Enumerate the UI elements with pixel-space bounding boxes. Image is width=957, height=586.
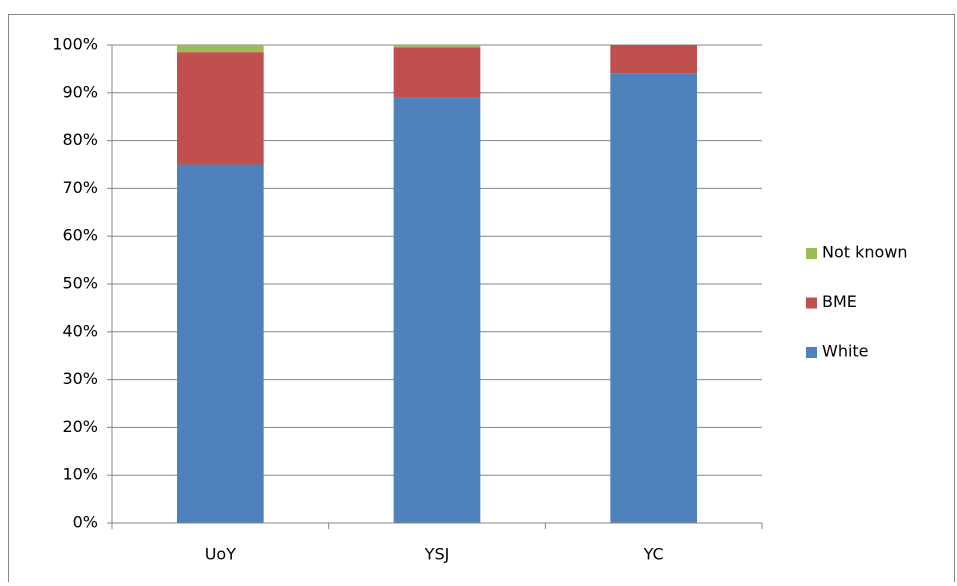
y-tick-label: 0% — [73, 513, 98, 532]
y-tick-label: 70% — [62, 178, 98, 197]
x-tick-label: YC — [643, 545, 664, 564]
bar-segment — [610, 45, 697, 74]
y-tick-label: 40% — [62, 321, 98, 340]
legend-swatch — [806, 347, 817, 358]
y-tick-label: 90% — [62, 82, 98, 101]
x-tick-label: UoY — [205, 545, 237, 564]
y-tick-label: 60% — [62, 226, 98, 245]
legend-label: Not known — [822, 243, 908, 262]
y-tick-label: 80% — [62, 130, 98, 149]
y-tick-label: 50% — [62, 274, 98, 293]
bar-segment — [177, 52, 264, 165]
x-tick-label: YSJ — [424, 545, 450, 564]
y-tick-label: 10% — [62, 465, 98, 484]
legend-swatch — [806, 248, 817, 259]
y-tick-label: 30% — [62, 369, 98, 388]
bar-segment — [177, 45, 264, 53]
chart-frame — [8, 14, 955, 586]
bar-segment — [177, 164, 264, 523]
legend-label: BME — [822, 292, 857, 311]
y-tick-label: 100% — [52, 35, 98, 54]
bar-segment — [393, 47, 481, 98]
bar-segment — [393, 45, 481, 48]
legend-swatch — [806, 297, 817, 309]
bar-segment — [610, 73, 697, 524]
bar-segment — [393, 97, 481, 523]
legend-label: White — [822, 342, 869, 361]
y-tick-label: 20% — [62, 417, 98, 436]
